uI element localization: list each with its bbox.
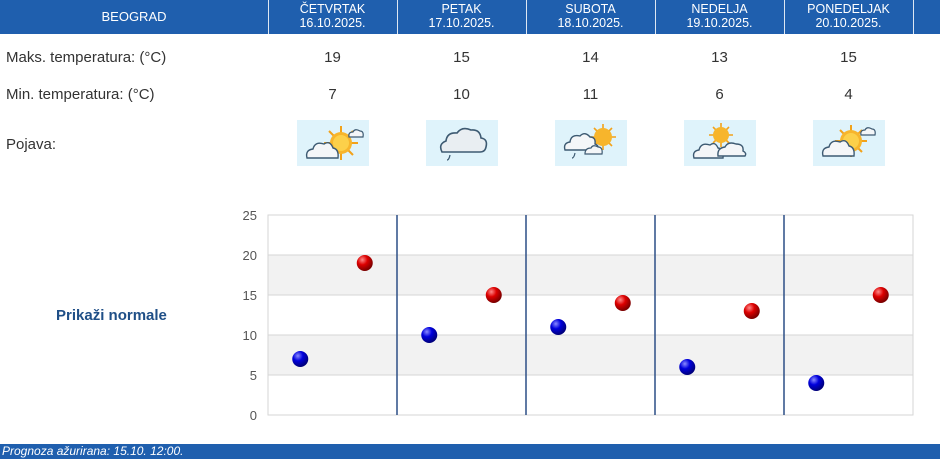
cloud-drizzle-icon (426, 120, 498, 166)
y-tick-label: 25 (243, 208, 257, 223)
day-name: PONEDELJAK (807, 2, 890, 16)
chart-frame (267, 214, 914, 416)
weather-label: Pojava: (6, 136, 57, 153)
chart-band (268, 215, 913, 255)
chart-band (268, 335, 913, 375)
header-separator (268, 0, 269, 34)
max-temp-point (743, 303, 760, 319)
day-name: ČETVRTAK (299, 2, 366, 16)
partly-cloudy-drizzle-icon (555, 120, 627, 166)
min-temp-value: 10 (453, 86, 470, 103)
max-temp-point (872, 287, 889, 303)
min-temp-point (679, 359, 696, 375)
day-header-1: ČETVRTAK 16.10.2025. (268, 0, 397, 34)
y-tick-label: 10 (243, 328, 257, 343)
min-temp-value: 11 (582, 86, 599, 103)
day-date: 20.10.2025. (815, 16, 882, 30)
max-temp-value: 15 (840, 49, 857, 66)
day-header-5: PONEDELJAK 20.10.2025. (784, 0, 913, 34)
y-tick-label: 0 (250, 408, 257, 423)
max-temp-point (485, 287, 502, 303)
min-temp-point (421, 327, 438, 343)
max-temp-label: Maks. temperatura: (°C) (6, 49, 167, 66)
day-name: PETAK (441, 2, 482, 16)
chart-band (268, 255, 913, 295)
city-name: BEOGRAD (101, 9, 167, 24)
min-temp-label: Min. temperatura: (°C) (6, 86, 155, 103)
header-separator (397, 0, 398, 34)
sun-behind-cloud-icon (297, 120, 369, 166)
sun-behind-cloud-icon (813, 120, 885, 166)
max-temp-point (614, 295, 631, 311)
y-tick-label: 15 (243, 288, 257, 303)
header-separator (526, 0, 527, 34)
day-date: 18.10.2025. (557, 16, 624, 30)
chart-band (268, 295, 913, 335)
chart-band (268, 375, 913, 415)
max-temp-value: 15 (453, 49, 470, 66)
day-header-2: PETAK 17.10.2025. (397, 0, 526, 34)
day-date: 17.10.2025. (428, 16, 495, 30)
max-temp-value: 19 (324, 49, 341, 66)
y-tick-label: 5 (250, 368, 257, 383)
min-temp-point (550, 319, 567, 335)
max-temp-value: 14 (582, 49, 599, 66)
min-temp-value: 6 (715, 86, 724, 103)
forecast-updated-note: Prognoza ažurirana: 15.10. 12:00. (0, 444, 940, 459)
header-separator (913, 0, 914, 34)
day-date: 16.10.2025. (299, 16, 366, 30)
day-header-3: SUBOTA 18.10.2025. (526, 0, 655, 34)
header-separator (784, 0, 785, 34)
show-normals-link[interactable]: Prikaži normale (56, 307, 167, 324)
min-temp-value: 7 (328, 86, 337, 103)
sun-behind-clouds-icon (684, 120, 756, 166)
max-temp-point (356, 255, 373, 271)
forecast-header: BEOGRAD ČETVRTAK 16.10.2025. PETAK 17.10… (0, 0, 940, 34)
min-temp-point (292, 351, 309, 367)
header-separator (655, 0, 656, 34)
y-tick-label: 20 (243, 248, 257, 263)
day-header-4: NEDELJA 19.10.2025. (655, 0, 784, 34)
min-temp-point (808, 375, 825, 391)
min-temp-value: 4 (844, 86, 853, 103)
temperature-chart: 0 5 10 15 20 25 (243, 208, 914, 423)
max-temp-value: 13 (711, 49, 728, 66)
day-date: 19.10.2025. (686, 16, 753, 30)
day-name: SUBOTA (565, 2, 616, 16)
day-name: NEDELJA (691, 2, 748, 16)
